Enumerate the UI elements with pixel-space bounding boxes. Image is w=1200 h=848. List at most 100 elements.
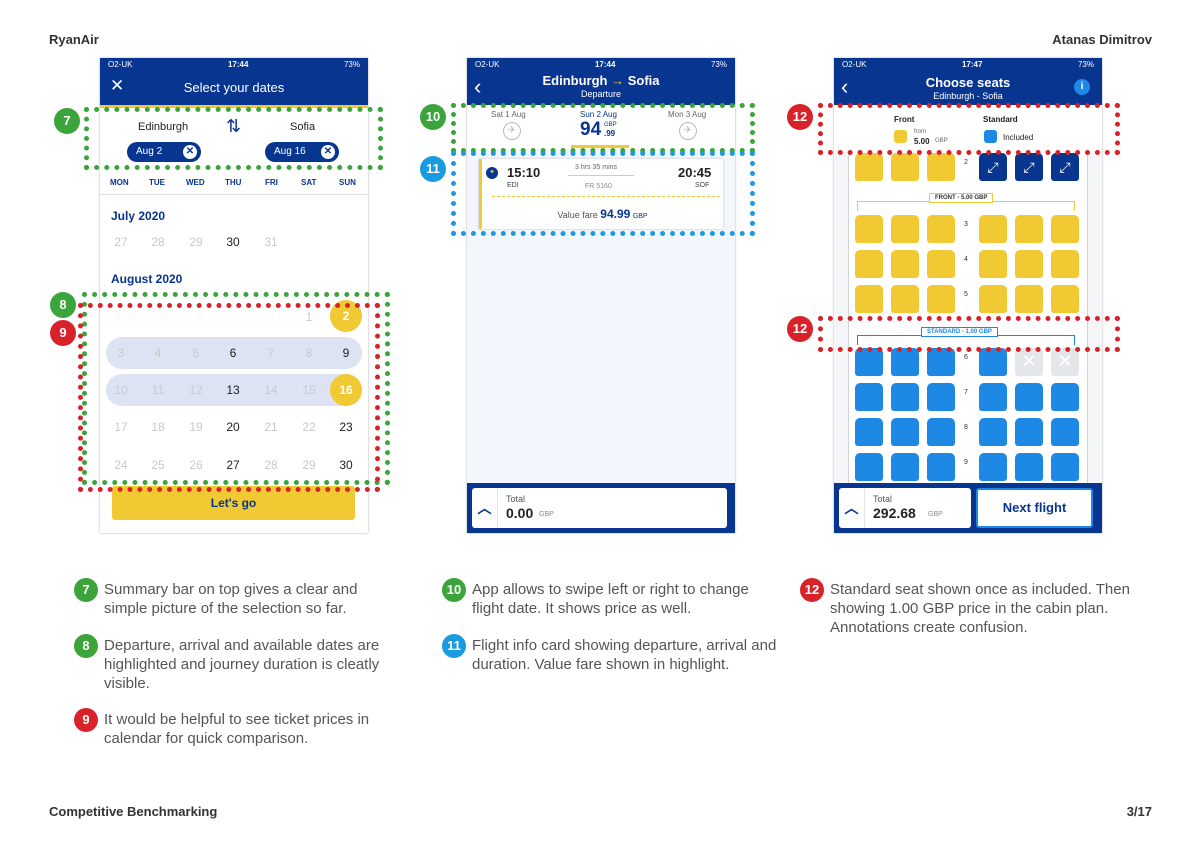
- note-text: Summary bar on top gives a clear and sim…: [104, 581, 358, 617]
- seat-front[interactable]: [979, 285, 1007, 313]
- calendar-day[interactable]: 23: [339, 420, 353, 434]
- seat-standard[interactable]: [1015, 453, 1043, 481]
- flight-card[interactable]: ✦ 15:10 3 hrs 35 mins 20:45 EDI FR 5160 …: [479, 159, 723, 229]
- total-box[interactable]: ︿ Total 0.00 GBP: [472, 488, 727, 528]
- seat-standard[interactable]: [855, 383, 883, 411]
- footer-left: Competitive Benchmarking: [49, 804, 218, 819]
- seat-front[interactable]: [891, 285, 919, 313]
- annotation-badge-7: 7: [54, 108, 80, 134]
- total-value: 0.00: [506, 505, 534, 521]
- chevron-up-icon[interactable]: ︿: [472, 488, 498, 528]
- seat-front[interactable]: [927, 215, 955, 243]
- seat-standard[interactable]: [855, 453, 883, 481]
- extra-legroom-seat[interactable]: ⤢: [979, 153, 1007, 181]
- back-icon[interactable]: ‹: [474, 74, 482, 99]
- seat-front[interactable]: [1015, 215, 1043, 243]
- total-box[interactable]: ︿ Total 292.68 GBP: [839, 488, 971, 528]
- seat-front[interactable]: [855, 285, 883, 313]
- calendar-day[interactable]: 6: [229, 346, 237, 360]
- seat-front[interactable]: [891, 250, 919, 278]
- origin-city[interactable]: Edinburgh: [138, 121, 189, 133]
- seat-front[interactable]: [927, 153, 955, 181]
- date-carousel[interactable]: Sat 1 Aug ✈ Sun 2 Aug 94 GBP .99 Mon 3 A…: [467, 105, 735, 149]
- seat-standard[interactable]: [927, 418, 955, 446]
- seat-standard[interactable]: [1051, 453, 1079, 481]
- note-badge: 8: [74, 634, 98, 658]
- seat-front[interactable]: [979, 250, 1007, 278]
- chevron-up-icon[interactable]: ︿: [839, 488, 865, 528]
- calendar-day: 31: [264, 235, 278, 249]
- current-date[interactable]: Sun 2 Aug: [580, 110, 617, 119]
- seat-standard[interactable]: [891, 348, 919, 376]
- seat-front[interactable]: [855, 250, 883, 278]
- calendar-day[interactable]: 30: [226, 235, 240, 249]
- calendar-day[interactable]: 9: [342, 346, 350, 360]
- current-price: 94: [580, 119, 602, 140]
- note-badge: 7: [74, 578, 98, 602]
- seat-standard[interactable]: [927, 383, 955, 411]
- seat-standard[interactable]: [979, 348, 1007, 376]
- weekday-thu: THU: [225, 178, 242, 187]
- note-7: 7 Summary bar on top gives a clear and s…: [74, 578, 394, 618]
- annotation-box-7: [84, 107, 383, 170]
- seat-standard[interactable]: [855, 348, 883, 376]
- calendar-day: 11: [151, 383, 165, 397]
- seat-standard[interactable]: [979, 418, 1007, 446]
- month-label: July 2020: [111, 209, 166, 223]
- info-icon[interactable]: i: [1074, 79, 1090, 95]
- seat-front[interactable]: [855, 215, 883, 243]
- clear-icon[interactable]: ✕: [183, 145, 197, 159]
- seat-front[interactable]: [1051, 215, 1079, 243]
- seat-standard[interactable]: [855, 418, 883, 446]
- note-text: Standard seat shown once as included. Th…: [830, 581, 1130, 636]
- seat-front[interactable]: [1015, 285, 1043, 313]
- calendar-day[interactable]: 20: [226, 420, 240, 434]
- selected-return-day[interactable]: 16: [330, 374, 362, 406]
- prev-date[interactable]: Sat 1 Aug: [491, 110, 526, 119]
- extra-legroom-seat[interactable]: ⤢: [1051, 153, 1079, 181]
- destination-city[interactable]: Sofia: [290, 121, 316, 133]
- seat-standard[interactable]: [979, 453, 1007, 481]
- return-date-pill[interactable]: Aug 16 ✕: [265, 142, 339, 162]
- seat-front[interactable]: [855, 153, 883, 181]
- seat-front[interactable]: [1051, 250, 1079, 278]
- screen-select-flight: O2-UK 17:44 73% ‹ Edinburgh → Sofia Depa…: [467, 58, 735, 533]
- seat-standard[interactable]: [891, 383, 919, 411]
- navbar: O2-UK 17:47 73% ‹ Choose seats Edinburgh…: [834, 58, 1102, 105]
- seat-front[interactable]: [927, 250, 955, 278]
- next-flight-button[interactable]: Next flight: [976, 488, 1093, 528]
- seat-standard[interactable]: [927, 453, 955, 481]
- seat-standard[interactable]: [979, 383, 1007, 411]
- calendar-day[interactable]: 13: [226, 383, 240, 397]
- extra-legroom-seat[interactable]: ⤢: [1015, 153, 1043, 181]
- seat-standard[interactable]: [1015, 418, 1043, 446]
- seat-standard[interactable]: [891, 418, 919, 446]
- flight-swap-icon[interactable]: ⇅: [226, 116, 242, 136]
- seat-standard[interactable]: [1015, 383, 1043, 411]
- seat-standard[interactable]: [1051, 418, 1079, 446]
- calendar-day[interactable]: 27: [226, 458, 240, 472]
- unavailable-seat-icon: ✕: [1015, 348, 1043, 376]
- seat-standard[interactable]: [891, 453, 919, 481]
- seat-front[interactable]: [891, 153, 919, 181]
- calendar-day[interactable]: 30: [339, 458, 353, 472]
- seat-front[interactable]: [1015, 250, 1043, 278]
- total-label: Total: [506, 494, 526, 504]
- seat-front[interactable]: [927, 285, 955, 313]
- no-flights-icon: ✈: [503, 122, 521, 140]
- back-icon[interactable]: ‹: [841, 74, 849, 99]
- seat-front[interactable]: [979, 215, 1007, 243]
- row-number: 2: [964, 159, 968, 166]
- status-bar: O2-UK 17:47 73%: [834, 58, 1102, 71]
- next-date[interactable]: Mon 3 Aug: [668, 110, 707, 119]
- depart-date-pill[interactable]: Aug 2 ✕: [127, 142, 201, 162]
- seat-front[interactable]: [1051, 285, 1079, 313]
- page-title: Choose seats: [925, 75, 1011, 90]
- seat-front[interactable]: [891, 215, 919, 243]
- close-icon[interactable]: ✕: [110, 76, 125, 95]
- seat-standard[interactable]: [1051, 383, 1079, 411]
- seat-standard[interactable]: [927, 348, 955, 376]
- calendar-day: 19: [189, 420, 203, 434]
- total-currency: GBP: [928, 511, 943, 518]
- clear-icon[interactable]: ✕: [321, 145, 335, 159]
